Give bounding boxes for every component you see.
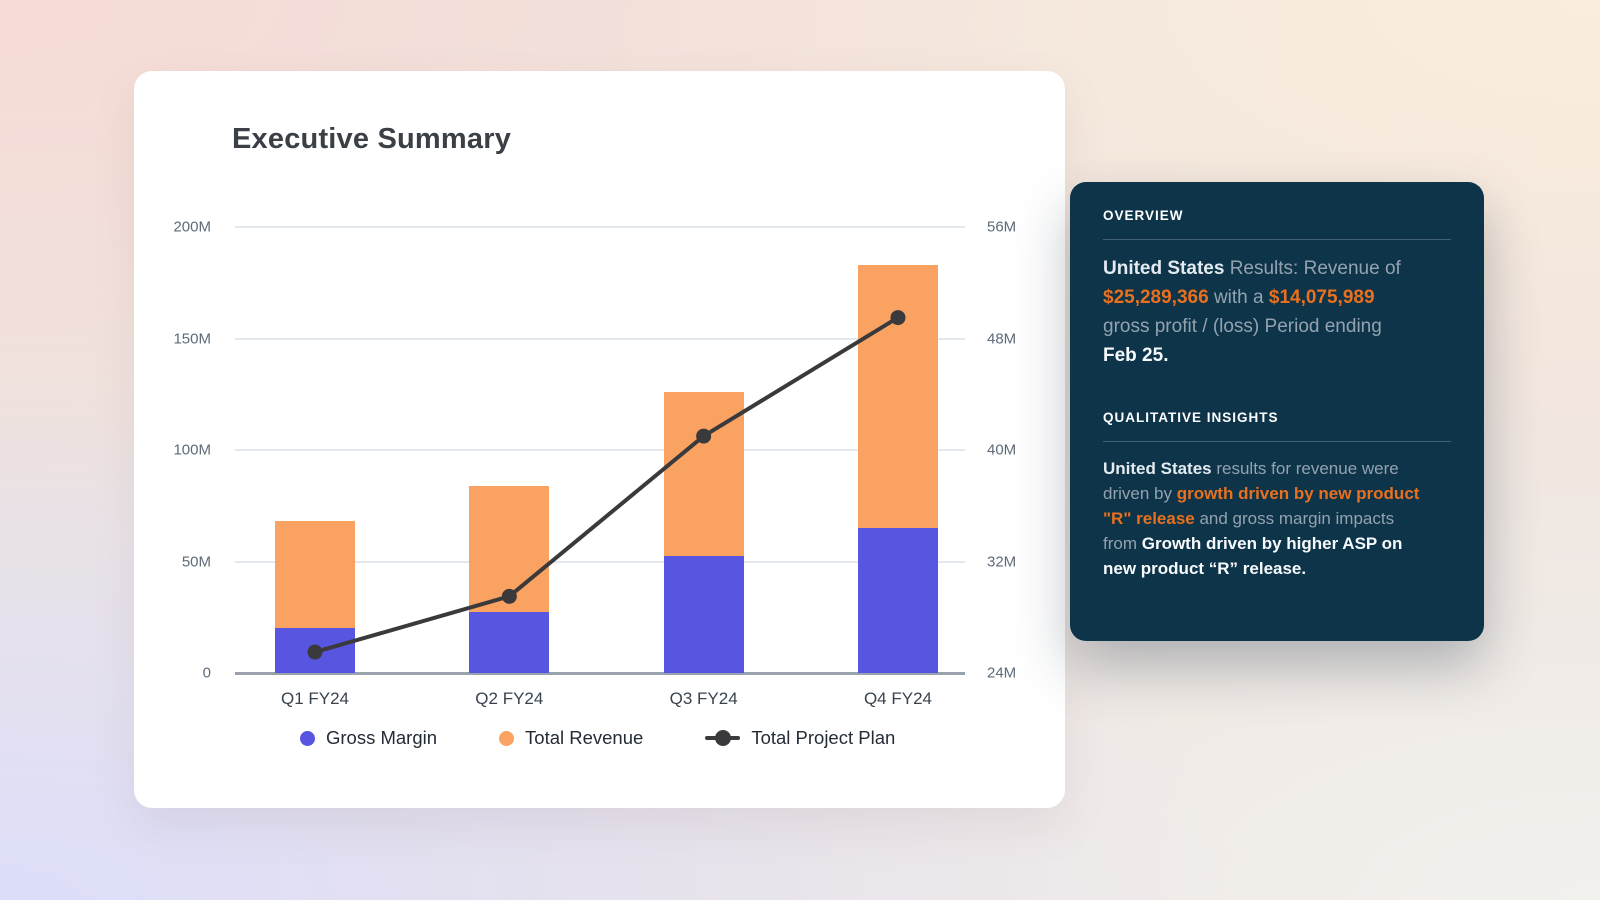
right-axis-tick: 40M (987, 441, 1017, 459)
bar-gross-margin (469, 611, 550, 673)
left-axis-tick: 50M (181, 553, 211, 570)
summary-card: Executive Summary 200M 56M 150M 48M 100M 40M 5… (134, 71, 1065, 808)
overview-text: United States Results: Revenue of $25,28… (1103, 254, 1451, 370)
bar-gross-margin (857, 528, 938, 673)
text-segment: growth driven by new product "R" release (1103, 484, 1420, 528)
text-segment: Growth driven by higher ASP on new produ… (1103, 534, 1403, 578)
project-plan-point (696, 428, 712, 444)
line-marker-icon (705, 730, 741, 746)
chart-plot-area: 200M 56M 150M 48M 100M 40M 50M 32M 0 24M Q1 FY24 Q2… (173, 220, 1016, 709)
legend-item-total-project-plan[interactable]: Total Project Plan (705, 727, 895, 749)
text-segment: $14,075,989 (1268, 287, 1375, 308)
bar-total-revenue (857, 264, 938, 529)
dot-marker-icon (499, 730, 515, 746)
right-axis-tick: 56M (987, 218, 1017, 236)
overview-heading: OVERVIEW (1103, 208, 1184, 223)
legend-item-total-revenue[interactable]: Total Revenue (499, 727, 643, 749)
insights-text: United States results for revenue were d… (1103, 456, 1451, 581)
project-plan-point (501, 588, 517, 604)
bar-gross-margin (663, 555, 744, 673)
project-plan-point (307, 644, 323, 660)
text-segment: $25,289,366 (1103, 287, 1209, 308)
text-segment: with a (1208, 287, 1269, 308)
overview-section: OVERVIEW United States Results: Revenue … (1103, 208, 1451, 370)
text-segment: gross profit / (loss) Period ending (1103, 316, 1382, 337)
legend-label: Total Revenue (525, 727, 644, 748)
left-axis-tick: 0 (202, 664, 211, 682)
text-segment: United States (1103, 258, 1225, 279)
divider (1103, 239, 1451, 240)
project-plan-point (890, 310, 906, 326)
insights-section: QUALITATIVE INSIGHTS United States resul… (1103, 410, 1451, 581)
right-axis-tick: 24M (987, 664, 1017, 682)
gridline (235, 560, 965, 563)
right-axis-tick: 32M (987, 553, 1017, 570)
x-axis-label: Q2 FY24 (475, 689, 544, 708)
left-axis-tick: 100M (173, 441, 211, 459)
gridline (235, 337, 965, 340)
text-segment: Feb 25. (1103, 345, 1169, 366)
left-axis-tick: 200M (173, 218, 211, 236)
insights-heading: QUALITATIVE INSIGHTS (1103, 410, 1279, 425)
legend-label: Gross Margin (326, 727, 438, 748)
gridline (235, 449, 965, 451)
dot-marker-icon (714, 730, 731, 746)
x-axis-label: Q3 FY24 (669, 689, 738, 708)
legend-item-gross-margin[interactable]: Gross Margin (300, 727, 437, 749)
legend-label: Total Project Plan (751, 727, 896, 748)
left-axis-tick: 150M (173, 330, 211, 347)
summary-panel: OVERVIEW United States Results: Revenue … (1070, 182, 1484, 641)
text-segment: results for revenue were driven by (1103, 459, 1399, 503)
chart-legend: Gross Margin Total Revenue Total Project P… (300, 727, 895, 749)
gridline (235, 672, 965, 675)
dot-marker-icon (300, 730, 315, 746)
text-segment: United States (1103, 459, 1212, 478)
divider (1103, 441, 1451, 442)
text-segment: Results: Revenue of (1229, 258, 1401, 279)
text-segment: and gross margin impacts from (1103, 509, 1395, 553)
project-plan-line (307, 310, 906, 660)
x-axis-label: Q1 FY24 (280, 689, 350, 708)
gridline (235, 226, 965, 228)
x-axis-label: Q4 FY24 (863, 689, 932, 708)
right-axis-tick: 48M (987, 330, 1017, 347)
bar-total-revenue (275, 521, 355, 629)
card-title: Executive Summary (232, 123, 512, 155)
